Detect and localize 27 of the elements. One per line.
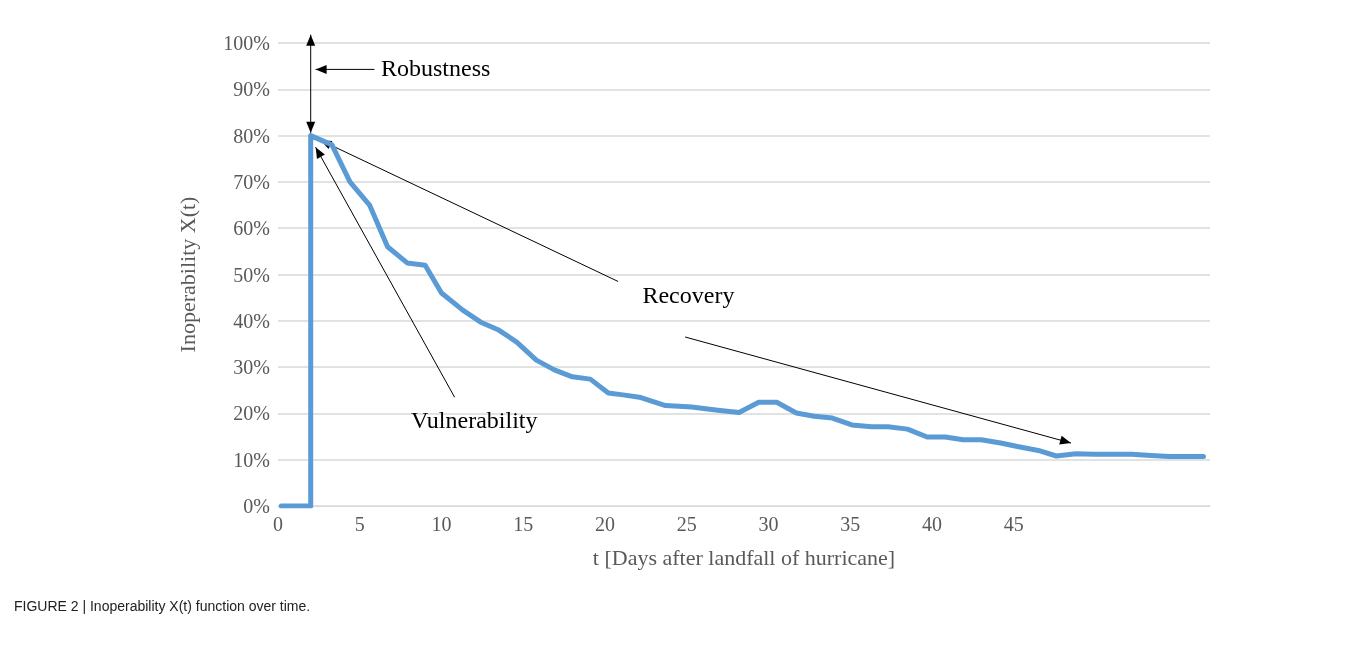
annotation: Recovery [642, 282, 735, 309]
x-tick-label: 45 [1003, 513, 1024, 535]
y-tick-label: 80% [233, 124, 270, 147]
x-tick-label: 40 [922, 513, 943, 535]
y-tick-label: 100% [223, 32, 270, 54]
y-tick-label: 10% [233, 448, 270, 471]
y-tick-label: 70% [233, 170, 270, 193]
y-tick-label: 40% [233, 309, 270, 332]
x-tick-label: 5 [354, 513, 365, 535]
annotation: Robustness [381, 55, 491, 82]
x-tick-label: 20 [595, 513, 616, 535]
x-axis-title: t [Days after landfall of hurricane] [592, 544, 896, 570]
y-tick-label: 30% [233, 356, 270, 379]
x-tick-label: 30 [758, 513, 779, 535]
y-tick-label: 90% [233, 78, 270, 101]
y-tick-label: 60% [233, 217, 270, 240]
x-tick-label: 25 [676, 513, 697, 535]
x-tick-label: 0 [273, 513, 283, 535]
caption: FIGURE 2 | Inoperability X(t) function over time. [14, 598, 311, 614]
y-tick-label: 20% [233, 402, 270, 425]
x-tick-label: 10 [431, 513, 452, 535]
x-tick-label: 15 [513, 513, 534, 535]
y-tick-label: 50% [233, 263, 270, 286]
annotation: Vulnerability [410, 406, 538, 433]
x-tick-label: 35 [840, 513, 861, 535]
y-axis-title: Inoperability X(t) [174, 196, 200, 353]
y-tick-label: 0% [243, 495, 270, 517]
